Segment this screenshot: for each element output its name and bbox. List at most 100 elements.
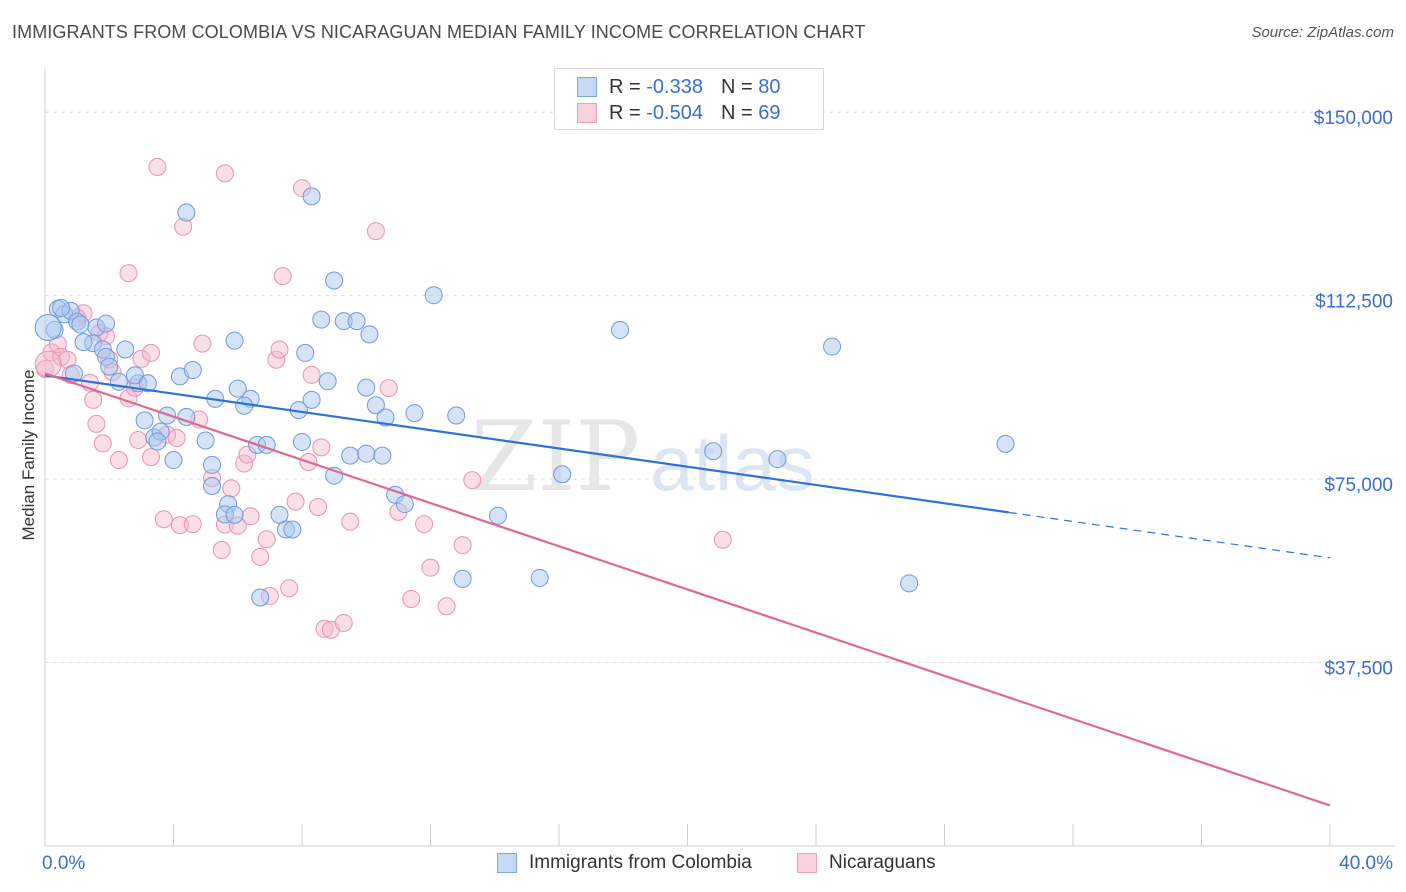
nicaraguans-point xyxy=(87,414,106,433)
colombia-point xyxy=(447,406,466,425)
colombia-point xyxy=(900,574,919,593)
colombia-point xyxy=(235,396,254,415)
nicaraguans-point xyxy=(84,390,103,409)
tick-labels: $37,500 $75,000 $112,500 $150,000 0.0% 40.0% xyxy=(42,108,1393,874)
legend-box: R = -0.338 N = 80 R = -0.504 N = 69 xyxy=(554,68,824,130)
colombia-point xyxy=(225,505,244,524)
nicaraguans-point xyxy=(222,479,241,498)
nicaraguans-point xyxy=(142,343,161,362)
nicaraguans-point xyxy=(463,471,482,490)
colombia-point xyxy=(74,333,93,352)
nicaraguans-point xyxy=(280,579,299,598)
colombia-point xyxy=(395,495,414,514)
nicaraguans-point xyxy=(315,619,334,638)
colombia-point xyxy=(318,372,337,391)
nicaraguans-point xyxy=(34,350,62,378)
colombia-point xyxy=(823,337,842,356)
colombia-point xyxy=(97,314,116,333)
colombia-point xyxy=(373,446,392,465)
legend-n-value: 69 xyxy=(758,101,781,124)
colombia-point xyxy=(203,455,222,474)
bottom-legend-label-nicaraguans: Nicaraguans xyxy=(829,852,936,873)
colombia-point xyxy=(203,476,222,495)
colombia-point xyxy=(325,271,344,290)
nicaraguans-point xyxy=(312,438,331,457)
x-tick-label: 40.0% xyxy=(1339,853,1393,874)
nicaraguans-point xyxy=(193,334,212,353)
nicaraguans-point xyxy=(309,498,328,517)
colombia-point xyxy=(228,379,247,398)
colombia-point xyxy=(283,520,302,539)
nicaraguans-point xyxy=(170,516,189,535)
colombia-point xyxy=(225,331,244,350)
legend-n-value: 80 xyxy=(758,75,781,98)
colombia-point xyxy=(34,313,62,341)
nicaraguans-point xyxy=(167,429,186,448)
colombia-point xyxy=(553,465,572,484)
nicaraguans-point xyxy=(341,512,360,531)
bottom-legend-label-colombia: Immigrants from Colombia xyxy=(529,852,752,873)
colombia-point xyxy=(71,315,90,334)
bottom-legend-colombia: Immigrants from Colombia xyxy=(497,852,752,874)
colombia-point xyxy=(302,187,321,206)
grid-lines xyxy=(45,111,1395,664)
legend-r-value: -0.504 xyxy=(646,101,703,124)
nicaraguans-point xyxy=(415,515,434,534)
colombia-point xyxy=(376,408,395,427)
colombia-point xyxy=(366,396,385,415)
nicaraguans-point xyxy=(273,267,292,286)
nicaraguans-point xyxy=(148,158,167,177)
legend-n-label: N = xyxy=(720,75,759,98)
colombia-trend-extension xyxy=(1008,511,1331,559)
colombia-point xyxy=(52,298,71,317)
colombia-point xyxy=(768,450,787,469)
colombia-point xyxy=(530,568,549,587)
axes xyxy=(44,68,1395,847)
y-tick-label: $150,000 xyxy=(1314,108,1393,129)
nicaraguans-point xyxy=(402,589,421,608)
colombia-point xyxy=(357,378,376,397)
watermark-atlas: atlas xyxy=(650,419,815,507)
colombia-point xyxy=(183,361,202,380)
nicaraguans-point xyxy=(183,515,202,534)
nicaraguans-point xyxy=(437,597,456,616)
bottom-legend-swatch-colombia xyxy=(497,853,517,873)
nicaraguans-point xyxy=(93,434,112,453)
nicaraguans-point xyxy=(215,164,234,183)
colombia-point xyxy=(453,569,472,588)
nicaraguans-point xyxy=(212,541,231,560)
nicaraguans-point xyxy=(257,530,276,549)
legend-row-colombia: R = -0.338 N = 80 xyxy=(577,75,780,99)
y-tick-label: $37,500 xyxy=(1324,659,1393,680)
colombia-trend-line xyxy=(44,374,1009,514)
colombia-point xyxy=(360,325,379,344)
chart-title: IMMIGRANTS FROM COLOMBIA VS NICARAGUAN M… xyxy=(12,22,866,42)
nicaraguans-point xyxy=(334,613,353,632)
colombia-point xyxy=(148,432,167,451)
bottom-legend-nicaraguans: Nicaraguans xyxy=(797,852,936,874)
nicaraguans-point xyxy=(129,430,148,449)
nicaraguans-point xyxy=(713,530,732,549)
x-tick-label: 0.0% xyxy=(42,853,85,874)
colombia-point xyxy=(251,588,270,607)
y-tick-label: $112,500 xyxy=(1315,292,1393,313)
colombia-point xyxy=(357,444,376,463)
nicaraguans-point xyxy=(379,379,398,398)
nicaraguans-point xyxy=(109,451,128,470)
nicaraguans-point xyxy=(286,492,305,511)
colombia-point xyxy=(302,390,321,409)
colombia-point xyxy=(293,432,311,451)
nicaraguans-points xyxy=(34,158,732,639)
legend-swatch-colombia xyxy=(577,77,597,97)
trend-lines xyxy=(44,372,1331,807)
colombia-point xyxy=(611,320,630,339)
colombia-point xyxy=(116,340,135,359)
watermark: ZIP atlas xyxy=(471,401,815,513)
legend-r-value: -0.338 xyxy=(646,75,703,98)
colombia-point xyxy=(164,451,183,470)
legend-row-nicaraguans: R = -0.504 N = 69 xyxy=(577,101,780,125)
nicaraguans-point xyxy=(453,536,472,555)
legend-swatch-nicaraguans xyxy=(577,103,597,123)
nicaraguans-trend-line xyxy=(44,372,1331,807)
legend-r-label: R = xyxy=(609,75,647,98)
